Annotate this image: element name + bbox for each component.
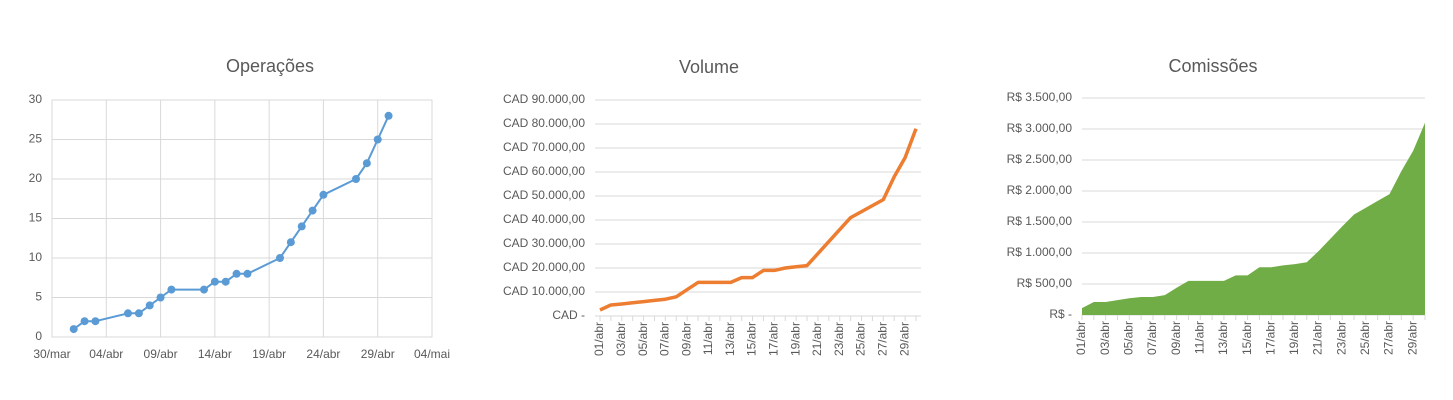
y-tick-label: R$ 2.000,00	[1007, 183, 1073, 197]
chart-title: Comissões	[1168, 56, 1257, 76]
x-tick-label: 29/abr	[897, 322, 911, 356]
x-tick-label: 03/abr	[614, 322, 628, 356]
x-tick-label: 17/abr	[767, 322, 781, 356]
y-tick-label: R$ 500,00	[1017, 276, 1073, 290]
x-tick-label: 27/abr	[1382, 321, 1396, 355]
line	[73, 115, 390, 330]
y-tick-label: 10	[29, 250, 43, 264]
x-tick-label: 21/abr	[810, 322, 824, 356]
y-tick-label: 30	[29, 92, 43, 106]
marker	[297, 222, 306, 231]
x-tick-label: 14/abr	[198, 347, 232, 361]
y-tick-label: R$ 2.500,00	[1007, 152, 1073, 166]
chart: Comissões R$ - R$ 500,00 R$ 1.000,00 R$ 1.50…	[1007, 56, 1426, 355]
x-tick-label: 29/abr	[1405, 321, 1419, 355]
chart: Operações 0 5 10 15 20 25 30 30/mar 04/abr 09/abr 1…	[29, 56, 450, 361]
y-tick-label: R$ 1.500,00	[1007, 214, 1073, 228]
y-tick-label: R$ 1.000,00	[1007, 245, 1073, 259]
x-tick-label: 29/abr	[361, 347, 395, 361]
y-tick-label: R$ 3.000,00	[1007, 121, 1073, 135]
y-tick-label: CAD 30.000,00	[503, 236, 585, 250]
x-tick-label: 07/abr	[658, 322, 672, 356]
x-tick-label: 05/abr	[1121, 321, 1135, 355]
x-tick-label: 13/abr	[1216, 321, 1230, 355]
marker	[319, 190, 328, 199]
marker	[384, 111, 393, 120]
marker	[276, 254, 284, 262]
x-tick-label: 01/abr	[1074, 321, 1088, 355]
x-tick-label: 04/abr	[89, 347, 123, 361]
chart-title: Operações	[226, 56, 314, 76]
y-tick-label: 5	[35, 290, 42, 304]
y-tick-label: 0	[35, 329, 42, 343]
marker	[243, 269, 252, 278]
x-tick-label: 25/abr	[1358, 321, 1372, 355]
x-tick-label: 09/abr	[679, 322, 693, 356]
y-tick-label: 15	[29, 211, 43, 225]
x-tick-label: 19/abr	[788, 322, 802, 356]
x-tick-label: 15/abr	[1240, 321, 1254, 355]
y-tick-label: CAD 40.000,00	[503, 212, 585, 226]
x-tick-label: 19/abr	[1287, 321, 1301, 355]
y-tick-label: CAD 70.000,00	[503, 140, 585, 154]
marker	[167, 285, 176, 294]
y-tick-label: CAD 50.000,00	[503, 188, 585, 202]
y-tick-label: CAD 10.000,00	[503, 284, 585, 298]
marker	[134, 309, 143, 318]
x-tick-label: 09/abr	[144, 347, 178, 361]
marker	[80, 317, 89, 326]
marker	[308, 206, 317, 215]
marker	[362, 159, 371, 168]
x-tick-label: 17/abr	[1263, 321, 1277, 355]
x-tick-label: 23/abr	[1334, 321, 1348, 355]
y-tick-label: R$ 3.500,00	[1007, 90, 1073, 104]
x-tick-label: 05/abr	[636, 322, 650, 356]
marker	[232, 269, 241, 278]
x-tick-label: 15/abr	[745, 322, 759, 356]
marker	[156, 293, 165, 302]
y-tick-label: CAD 80.000,00	[503, 116, 585, 130]
x-tick-label: 01/abr	[592, 322, 606, 356]
y-tick-label: CAD 60.000,00	[503, 164, 585, 178]
marker	[91, 317, 100, 326]
y-tick-label: CAD -	[552, 308, 585, 322]
x-tick-label: 21/abr	[1311, 321, 1325, 355]
x-tick-label: 23/abr	[832, 322, 846, 356]
y-tick-label: 20	[29, 171, 43, 185]
marker	[145, 301, 154, 310]
x-tick-label: 04/mai	[414, 347, 450, 361]
marker	[221, 277, 230, 286]
x-tick-label: 24/abr	[306, 347, 340, 361]
x-tick-label: 25/abr	[854, 322, 868, 356]
marker	[69, 325, 78, 334]
marker	[352, 175, 360, 183]
x-tick-label: 11/abr	[701, 322, 715, 355]
y-tick-label: CAD 90.000,00	[503, 92, 585, 106]
x-tick-label: 19/abr	[252, 347, 286, 361]
marker	[200, 285, 208, 294]
x-tick-label: 27/abr	[875, 322, 889, 356]
x-tick-label: 03/abr	[1098, 321, 1112, 355]
marker	[210, 277, 219, 286]
chart-title: Volume	[679, 57, 739, 77]
line	[599, 128, 918, 312]
plot-border	[51, 99, 433, 338]
x-tick-label: 13/abr	[723, 322, 737, 356]
x-tick-label: 30/mar	[33, 347, 70, 361]
y-tick-label: 25	[29, 132, 43, 146]
x-tick-label: 11/abr	[1192, 321, 1206, 354]
chart: Volume CAD - CAD 10.000,00 CAD 20.000,00 CAD…	[503, 57, 921, 356]
marker	[373, 135, 382, 144]
marker	[124, 309, 132, 318]
y-tick-label: CAD 20.000,00	[503, 260, 585, 274]
marker	[286, 238, 295, 247]
x-tick-label: 07/abr	[1145, 321, 1159, 355]
x-tick-label: 09/abr	[1169, 321, 1183, 355]
area	[1082, 122, 1425, 315]
y-tick-label: R$ -	[1049, 307, 1072, 321]
